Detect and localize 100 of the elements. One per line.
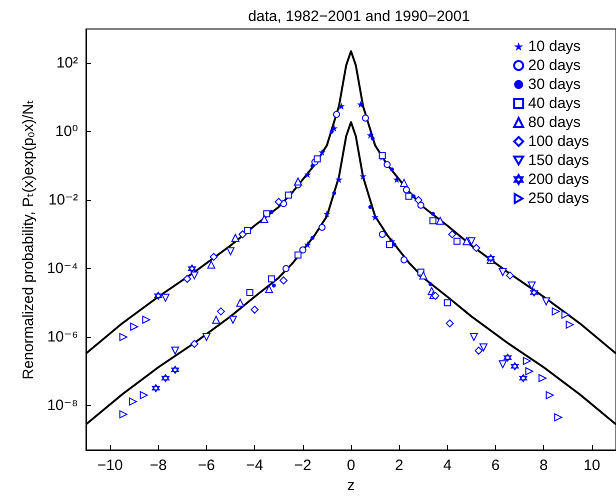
point (231, 234, 240, 242)
point (183, 274, 192, 283)
legend-label: 200 days (528, 171, 590, 188)
point (318, 224, 326, 231)
point (561, 310, 570, 319)
point (318, 148, 326, 156)
point (260, 215, 268, 224)
point (467, 237, 476, 246)
point (272, 284, 276, 288)
point (130, 322, 138, 331)
point (236, 298, 244, 307)
point (390, 167, 394, 172)
x-tick-label: −8 (150, 457, 167, 474)
point (332, 191, 336, 196)
point (414, 196, 422, 204)
point (405, 192, 412, 200)
point (446, 319, 454, 328)
point (304, 171, 312, 178)
x-tick-label: 4 (443, 457, 452, 474)
point (538, 374, 547, 382)
x-tick-label: 0 (346, 457, 356, 474)
point (335, 176, 342, 184)
point (338, 102, 345, 110)
point (210, 252, 218, 261)
legend-label: 10 days (528, 38, 581, 55)
point (430, 212, 435, 216)
point (212, 316, 220, 324)
point (310, 164, 314, 168)
point (226, 247, 235, 256)
point (462, 237, 471, 246)
point (498, 268, 507, 276)
point (552, 307, 560, 316)
point (274, 198, 283, 206)
point (542, 297, 550, 306)
x-tick-label: 10 (584, 457, 600, 474)
point (119, 410, 128, 418)
point (190, 271, 198, 280)
point (448, 230, 456, 238)
legend-label: 250 days (528, 190, 590, 207)
point (370, 136, 375, 141)
point (190, 340, 198, 348)
x-tick-label: 2 (395, 457, 404, 474)
point (162, 294, 170, 302)
point (284, 192, 292, 199)
point (472, 244, 480, 252)
x-tick-label: −4 (246, 457, 264, 474)
point (250, 306, 259, 314)
point (330, 130, 334, 134)
point (294, 178, 302, 186)
y-axis-title: Renormalized probability, Pₜ(x)exp(p₀x)/Nₜ (20, 100, 37, 380)
legend-label: 30 days (528, 76, 581, 93)
point (454, 238, 460, 245)
legend-label: 150 days (528, 152, 590, 169)
point (528, 282, 536, 290)
x-tick-label: −2 (294, 457, 312, 474)
point (263, 210, 270, 218)
point (246, 288, 254, 296)
point (128, 398, 137, 406)
point (402, 186, 410, 194)
point (310, 236, 314, 240)
y-tick-label: 10⁻⁸ (47, 396, 78, 414)
point (546, 391, 554, 400)
point (323, 210, 330, 218)
point (386, 241, 394, 248)
x-tick-label: −10 (97, 457, 123, 474)
point (119, 333, 128, 342)
legend-label: 80 days (528, 114, 581, 131)
point (368, 204, 372, 209)
point (280, 276, 288, 284)
point (417, 202, 424, 209)
point (357, 100, 364, 108)
point (171, 346, 180, 355)
x-axis-title: z (347, 476, 355, 494)
legend-label: 40 days (528, 95, 581, 112)
point (333, 110, 340, 118)
point (362, 114, 369, 122)
point (304, 241, 312, 248)
point (498, 360, 507, 368)
point (444, 299, 451, 306)
point (522, 356, 531, 365)
x-tick-label: 8 (540, 457, 548, 474)
point (378, 230, 386, 238)
point (216, 307, 225, 316)
point (436, 216, 444, 225)
chart-title: data, 1982−2001 and 1990−2001 (248, 8, 470, 25)
point (400, 256, 408, 264)
point (282, 265, 290, 272)
point (428, 282, 432, 286)
x-tick-label: −6 (198, 457, 216, 474)
point (244, 226, 251, 234)
y-tick-label: 10² (56, 54, 78, 72)
point (372, 214, 379, 221)
point (360, 172, 367, 180)
point (474, 346, 483, 355)
point (419, 271, 428, 280)
y-tick-label: 10⁻⁴ (46, 260, 78, 278)
legend-label: 100 days (528, 133, 590, 150)
point (270, 210, 274, 214)
point (202, 333, 210, 342)
point (314, 155, 321, 162)
